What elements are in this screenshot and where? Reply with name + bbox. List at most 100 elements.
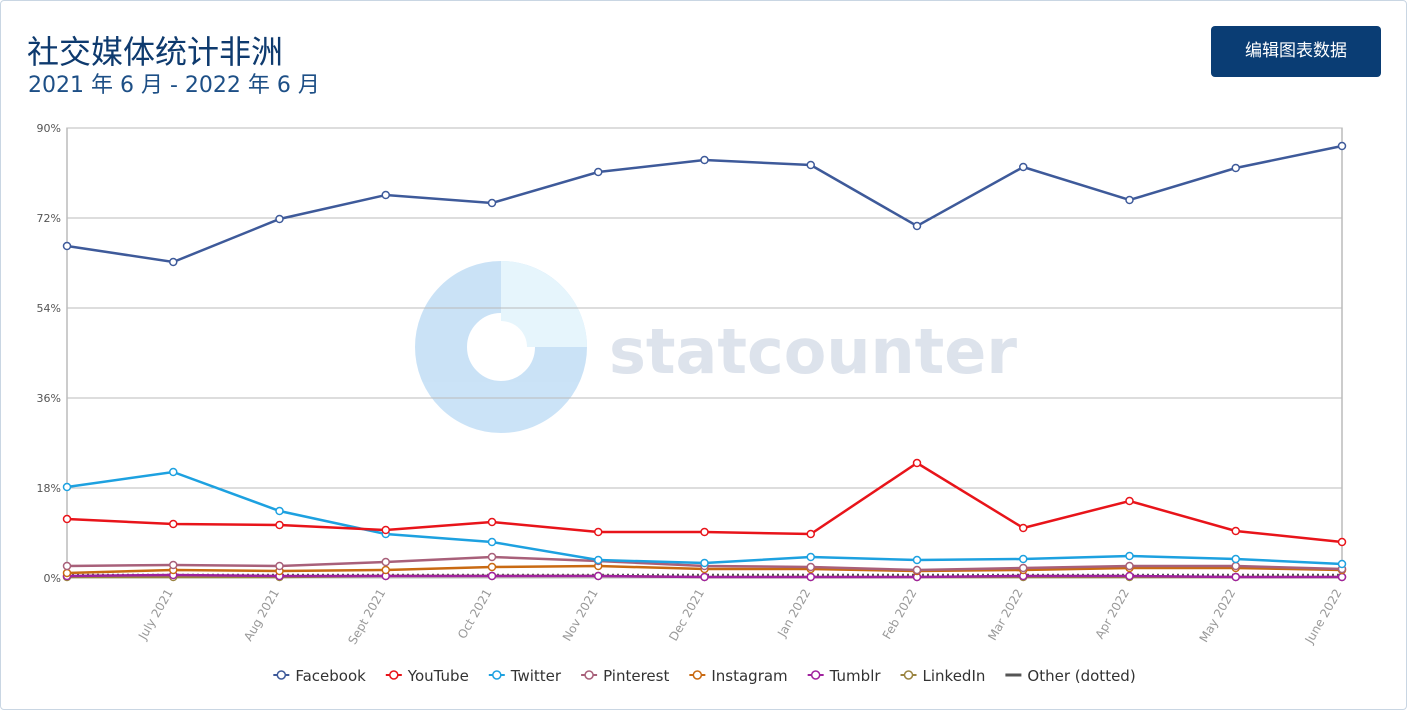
data-point	[1125, 195, 1134, 205]
legend-marker	[389, 670, 399, 680]
data-point	[62, 561, 72, 571]
data-point	[912, 458, 922, 468]
data-point	[275, 520, 284, 530]
data-point	[275, 561, 284, 571]
data-point	[62, 514, 72, 524]
data-point	[594, 571, 603, 581]
data-point	[700, 572, 709, 582]
data-point	[169, 467, 178, 477]
y-tick-label: 18%	[37, 482, 61, 495]
data-point	[169, 519, 178, 529]
data-point	[381, 190, 390, 200]
y-tick-label: 54%	[37, 302, 61, 315]
legend-label: YouTube	[407, 667, 469, 685]
data-point	[169, 560, 178, 570]
data-point	[1231, 561, 1240, 571]
data-point	[1019, 523, 1028, 533]
data-point	[487, 517, 497, 527]
data-point	[1337, 537, 1347, 547]
data-point	[1125, 551, 1134, 561]
data-point	[1019, 563, 1028, 573]
data-point	[1125, 561, 1134, 571]
legend-marker	[903, 670, 914, 680]
y-tick-label: 72%	[37, 212, 61, 225]
watermark-logo	[415, 261, 587, 433]
data-point	[594, 167, 603, 177]
legend-marker	[692, 670, 703, 680]
data-point	[487, 537, 497, 547]
data-point	[594, 527, 603, 537]
x-tick-label: July 2021	[135, 587, 176, 643]
data-point	[806, 562, 815, 572]
data-point	[487, 571, 497, 581]
data-point	[275, 506, 284, 516]
data-point	[62, 568, 72, 578]
data-point	[806, 160, 815, 170]
data-point	[169, 257, 178, 267]
legend-label: Pinterest	[603, 667, 669, 685]
legend-label: Tumblr	[829, 667, 882, 685]
data-point	[275, 214, 284, 224]
legend: Facebook YouTube Twitter Pinterest Instagram…	[273, 667, 1136, 685]
data-point	[912, 221, 922, 231]
data-point	[806, 552, 815, 562]
data-point	[806, 529, 815, 539]
data-point	[381, 557, 390, 567]
data-point	[700, 155, 709, 165]
y-tick-label: 36%	[37, 392, 61, 405]
data-point	[1125, 571, 1134, 581]
x-tick-label: Feb 2022	[880, 587, 920, 642]
data-point	[487, 562, 497, 572]
data-point	[912, 555, 922, 565]
legend-marker	[492, 670, 502, 680]
data-point	[1231, 526, 1240, 536]
x-tick-label: Apr 2022	[1092, 587, 1132, 642]
y-tick-label: 0%	[44, 572, 61, 585]
legend-label: Instagram	[711, 667, 787, 685]
x-tick-label: May 2022	[1197, 587, 1239, 645]
data-point	[1231, 554, 1240, 564]
data-point	[1231, 163, 1240, 173]
data-point	[1019, 162, 1028, 172]
data-point	[912, 565, 922, 575]
subtitle: 2021 年 6 月 - 2022 年 6 月	[28, 73, 320, 98]
data-point	[1125, 496, 1134, 506]
data-point	[1231, 572, 1240, 582]
x-tick-label: Aug 2021	[241, 587, 282, 644]
legend-marker	[584, 670, 594, 680]
data-point	[62, 482, 72, 492]
data-point	[381, 565, 390, 575]
y-tick-label: 90%	[37, 122, 61, 135]
data-point	[381, 525, 390, 535]
data-point	[487, 198, 497, 208]
edit-button[interactable]: 编辑图表数据	[1211, 26, 1381, 77]
data-point	[1337, 572, 1347, 582]
legend-marker	[810, 670, 821, 680]
legend-marker	[276, 670, 287, 680]
watermark: statcounter	[609, 315, 1017, 388]
x-tick-label: Jan 2022	[774, 587, 813, 641]
x-tick-label: Oct 2021	[455, 587, 495, 642]
x-tick-label: June 2022	[1302, 587, 1345, 647]
data-point	[1337, 141, 1347, 151]
legend-label: Facebook	[295, 667, 366, 685]
data-point	[806, 572, 815, 582]
x-tick-label: Nov 2021	[560, 587, 601, 644]
data-point	[1337, 559, 1347, 569]
series-line	[66, 470, 1343, 566]
legend-label: Other (dotted)	[1027, 667, 1135, 685]
x-tick-label: Mar 2022	[985, 587, 1026, 643]
data-point	[700, 527, 709, 537]
data-point	[487, 552, 497, 562]
data-point	[594, 555, 603, 565]
x-tick-label: Dec 2021	[666, 587, 707, 644]
legend-label: Twitter	[510, 667, 562, 685]
x-tick-label: Sept 2021	[345, 587, 388, 647]
title: 社交媒体统计非洲	[27, 33, 284, 71]
legend-label: LinkedIn	[923, 667, 986, 685]
data-point	[1019, 554, 1028, 564]
data-point	[62, 241, 72, 251]
data-point	[700, 558, 709, 568]
